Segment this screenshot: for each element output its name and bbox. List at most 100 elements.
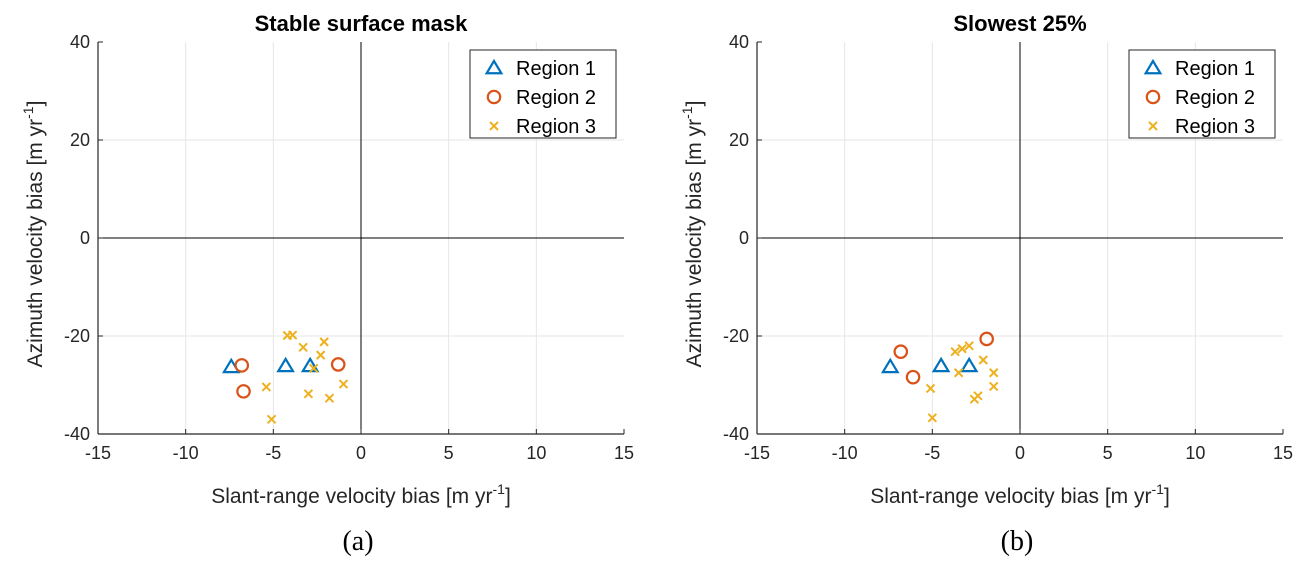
- y-tick-label: 20: [70, 130, 90, 150]
- data-point-stroke-b: [988, 381, 999, 392]
- legend: Region 1 Region 2 Region 3: [1128, 49, 1276, 139]
- legend-label: Region 1: [1175, 58, 1255, 80]
- caption-a: (a): [342, 526, 374, 557]
- series-region-3: [261, 330, 349, 425]
- data-point: [330, 357, 346, 372]
- data-point: [905, 369, 921, 385]
- data-point-stroke-b: [315, 350, 326, 360]
- x-tick-label: -15: [744, 443, 770, 463]
- x-tick-label: 0: [1015, 443, 1025, 463]
- legend-marker: [489, 121, 499, 131]
- data-point-stroke-b: [969, 394, 980, 404]
- x-tick-label: -5: [924, 443, 940, 463]
- data-point: [287, 330, 298, 340]
- data-point: [925, 383, 936, 394]
- legend-box: [469, 49, 617, 139]
- data-point-stroke-b: [950, 346, 960, 357]
- data-point-stroke-b: [978, 355, 988, 365]
- y-tick-label: 0: [80, 228, 90, 248]
- x-tick-label: -10: [173, 443, 199, 463]
- data-point-stroke-b: [261, 382, 272, 392]
- data-point: [308, 363, 319, 374]
- data-point: [319, 337, 329, 347]
- x-tick-label: 5: [444, 443, 454, 463]
- y-axis-label: Azimuth velocity bias [m yr-1]: [679, 101, 706, 368]
- y-tick-label: -20: [64, 326, 90, 346]
- data-point: [978, 355, 988, 365]
- data-point: [324, 393, 335, 403]
- data-point-stroke-b: [266, 414, 277, 425]
- legend-marker: [1143, 58, 1163, 75]
- data-point: [234, 358, 250, 373]
- data-point-stroke-b: [324, 393, 335, 403]
- data-point-stroke-b: [298, 342, 308, 352]
- legend-label: Region 3: [1175, 116, 1255, 138]
- data-point-stroke-b: [303, 389, 314, 399]
- x-tick-label: 0: [356, 443, 366, 463]
- chart-panel-a: -15 -10 -5 0 5 10 15 -40 -20 0 20 40 Stable surface …: [20, 11, 634, 508]
- x-axis-label: Slant-range velocity bias [m yr-1]: [211, 481, 511, 508]
- data-point: [315, 350, 326, 360]
- data-point: [298, 342, 308, 352]
- legend-marker: [1148, 121, 1158, 131]
- data-point: [276, 356, 295, 373]
- x-tick-label: -5: [265, 443, 281, 463]
- data-point-stroke-b: [287, 330, 298, 340]
- x-tick-label: -10: [832, 443, 858, 463]
- legend-label: Region 2: [516, 87, 596, 109]
- data-point: [931, 356, 951, 373]
- y-tick-label: -20: [723, 326, 749, 346]
- chart-title: Slowest 25%: [953, 11, 1086, 36]
- legend: Region 1 Region 2 Region 3: [469, 49, 617, 139]
- data-point: [303, 389, 314, 399]
- data-point: [266, 414, 277, 425]
- y-axis-label: Azimuth velocity bias [m yr-1]: [20, 101, 47, 368]
- x-tick-label: 15: [1273, 443, 1293, 463]
- series-region-1: [880, 356, 979, 374]
- y-tick-label: -40: [723, 424, 749, 444]
- data-point-stroke-b: [927, 413, 938, 423]
- x-tick-label: 10: [526, 443, 546, 463]
- legend-box: [1128, 49, 1276, 139]
- data-point: [893, 344, 909, 359]
- y-tick-label: 0: [739, 228, 749, 248]
- data-point: [236, 384, 251, 399]
- x-tick-label: -15: [85, 443, 111, 463]
- y-tick-label: 20: [729, 130, 749, 150]
- legend-marker: [484, 58, 504, 75]
- legend-marker-stroke-b: [1148, 121, 1158, 131]
- data-point-stroke-b: [308, 363, 319, 374]
- data-point: [953, 368, 964, 378]
- data-point-stroke-b: [988, 368, 999, 378]
- data-point: [927, 413, 938, 423]
- data-point: [261, 382, 272, 392]
- legend-label: Region 3: [516, 116, 596, 138]
- series-region-2: [893, 331, 994, 385]
- data-point: [957, 344, 967, 354]
- data-point: [969, 394, 980, 404]
- x-axis-label: Slant-range velocity bias [m yr-1]: [870, 481, 1170, 508]
- chart-title: Stable surface mask: [255, 11, 469, 36]
- y-tick-label: 40: [729, 32, 749, 52]
- legend-marker: [1145, 89, 1161, 105]
- y-tick-label: -40: [64, 424, 90, 444]
- data-point-stroke-b: [319, 337, 329, 347]
- data-point: [988, 381, 999, 392]
- data-point: [964, 341, 974, 351]
- x-tick-label: 15: [614, 443, 634, 463]
- legend-label: Region 1: [516, 58, 596, 80]
- caption-b: (b): [1000, 526, 1034, 557]
- data-point: [959, 356, 979, 373]
- data-point: [338, 379, 349, 389]
- data-point: [880, 357, 900, 374]
- data-point-stroke-b: [964, 341, 974, 351]
- y-tick-label: 40: [70, 32, 90, 52]
- data-point-stroke-b: [953, 368, 964, 378]
- data-point: [950, 346, 960, 357]
- series-region-3: [925, 341, 999, 423]
- legend-label: Region 2: [1175, 87, 1255, 109]
- data-point-stroke-b: [957, 344, 967, 354]
- x-tick-label: 10: [1185, 443, 1205, 463]
- data-point-stroke-b: [925, 383, 936, 394]
